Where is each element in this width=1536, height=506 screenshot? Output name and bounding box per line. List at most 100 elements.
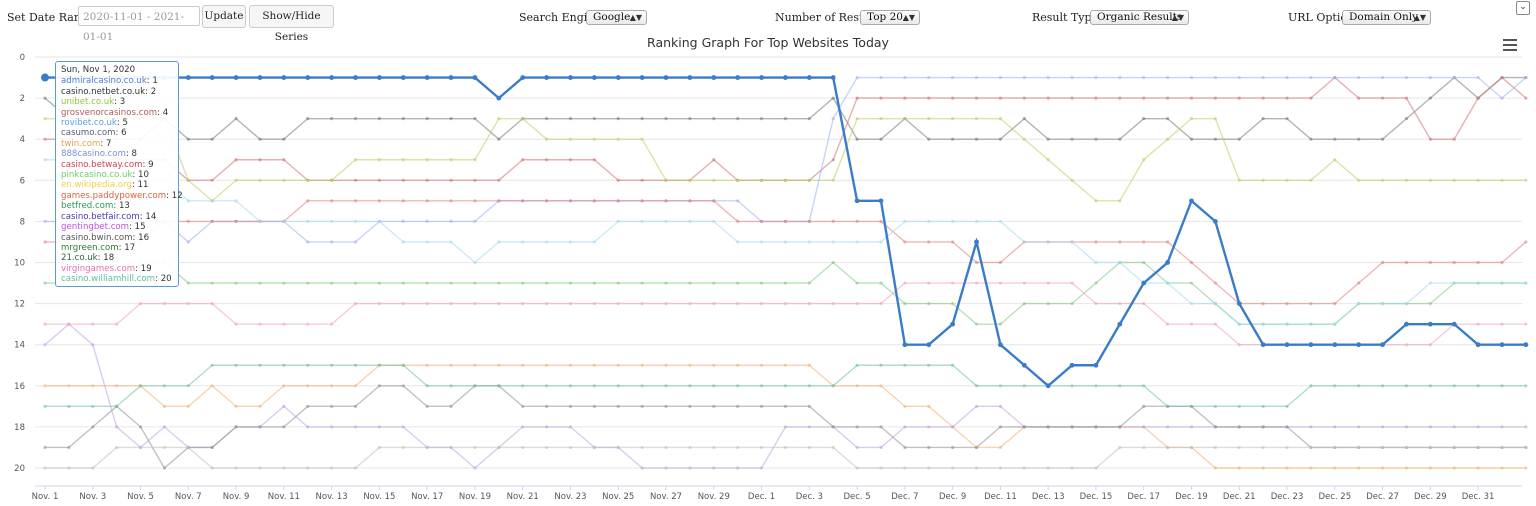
background-series-point	[473, 117, 477, 121]
highlighted-series-point	[1045, 383, 1051, 389]
highlighted-series-point	[305, 75, 311, 80]
background-series-point	[210, 219, 214, 223]
x-tick-label: Dec. 13	[1032, 492, 1065, 502]
background-series-point	[521, 240, 525, 244]
background-series-point	[282, 363, 286, 367]
tooltip-series-name: virgingames.com	[61, 263, 136, 274]
background-series-point	[664, 199, 668, 203]
hamburger-menu-icon[interactable]	[1503, 39, 1517, 51]
background-series-point	[1428, 445, 1432, 450]
background-series-point	[951, 363, 955, 367]
background-series-point	[927, 281, 931, 285]
y-tick-label: 14	[14, 341, 25, 351]
url-option-label: URL Option:	[1288, 11, 1358, 24]
show-hide-series-button[interactable]: Show/Hide Series	[249, 5, 334, 43]
background-series-point	[807, 178, 811, 182]
background-series-point	[1213, 466, 1217, 470]
background-series-point	[640, 445, 644, 450]
tooltip-row: casino.betfair.com: 14	[61, 212, 173, 222]
background-series-point	[1309, 445, 1313, 450]
background-series-point	[186, 281, 190, 285]
num-results-select[interactable]: Top 20 ▲▼	[860, 10, 920, 25]
x-tick-label: Dec. 29	[1414, 492, 1447, 502]
background-series-line	[45, 76, 1527, 182]
background-series-point	[43, 240, 47, 244]
background-series-point	[162, 302, 167, 306]
url-option-select[interactable]: Domain Only ▲▼	[1342, 10, 1431, 25]
background-series-point	[1189, 404, 1194, 408]
background-series-point	[1500, 96, 1504, 100]
highlighted-series-point	[926, 342, 932, 348]
background-series-point	[1046, 137, 1050, 141]
background-series-point	[831, 425, 835, 429]
background-series-point	[1285, 178, 1289, 182]
highlighted-series-point	[1380, 342, 1385, 348]
background-series-line	[45, 200, 1527, 305]
x-tick-label: Dec. 11	[984, 492, 1017, 502]
background-series-point	[43, 384, 47, 388]
background-series-point	[1524, 281, 1528, 285]
background-series-point	[330, 117, 334, 121]
background-series-point	[688, 404, 692, 408]
background-series-point	[1452, 178, 1456, 182]
background-series-point	[640, 302, 644, 306]
background-series-point	[1380, 96, 1385, 100]
background-series-point	[783, 219, 788, 223]
background-series-point	[736, 404, 740, 408]
background-series-line	[45, 261, 1526, 325]
highlighted-series-point	[1284, 342, 1290, 348]
update-button[interactable]: Update	[202, 5, 246, 28]
x-tick-label: Dec. 1	[748, 492, 775, 502]
background-series-point	[258, 281, 262, 285]
background-series-point	[1452, 445, 1456, 450]
background-series-point	[592, 281, 596, 285]
background-series-point	[568, 302, 573, 306]
background-series-point	[664, 404, 668, 408]
chevron-down-icon[interactable]: ⌄	[1516, 1, 1530, 15]
background-series-point	[1309, 137, 1313, 141]
background-series-point	[783, 404, 788, 408]
background-series-point	[879, 445, 883, 450]
search-engine-label: Search Engine:	[519, 11, 605, 24]
result-types-select[interactable]: Organic Results ▲▼	[1090, 10, 1189, 25]
background-series-point	[640, 137, 644, 141]
background-series-point	[640, 466, 644, 470]
background-series-point	[568, 404, 573, 408]
background-series-point	[306, 466, 310, 470]
background-series-point	[377, 199, 381, 203]
background-series-point	[1189, 96, 1194, 100]
background-series-point	[712, 178, 716, 182]
tooltip-series-rank: : 14	[139, 211, 157, 222]
x-tick-label: Dec. 19	[1175, 492, 1208, 502]
background-series-point	[330, 322, 334, 326]
background-series-point	[497, 363, 501, 367]
background-series-point	[951, 302, 955, 306]
background-series-point	[1476, 445, 1480, 450]
x-tick-label: Nov. 21	[507, 492, 539, 502]
search-engine-select[interactable]: Google ▲▼	[586, 10, 647, 25]
tooltip-series-rank: : 5	[116, 118, 129, 129]
background-series-point	[67, 466, 71, 470]
background-series-point	[1094, 302, 1098, 306]
background-series-point	[1500, 384, 1504, 388]
background-series-point	[1357, 302, 1361, 306]
background-series-point	[1094, 384, 1098, 388]
background-series-point	[449, 158, 453, 162]
tooltip-series-rank: : 20	[155, 274, 172, 285]
date-range-input[interactable]: 2020-11-01 - 2021-01-01	[78, 6, 200, 43]
background-series-point	[640, 281, 644, 285]
background-series-point	[210, 384, 214, 388]
background-series-point	[43, 137, 47, 141]
background-series-point	[353, 363, 358, 367]
background-series-point	[282, 322, 286, 326]
background-series-point	[592, 384, 596, 388]
highlighted-series-point	[1427, 321, 1433, 327]
tooltip-row: casino.williamhill.com: 20	[61, 274, 173, 284]
highlighted-series-point	[1475, 342, 1481, 348]
background-series-point	[425, 117, 429, 121]
background-series-point	[497, 281, 501, 285]
background-series-point	[640, 199, 644, 203]
background-series-point	[712, 302, 716, 306]
background-series-point	[736, 240, 740, 244]
background-series-point	[1166, 75, 1170, 80]
